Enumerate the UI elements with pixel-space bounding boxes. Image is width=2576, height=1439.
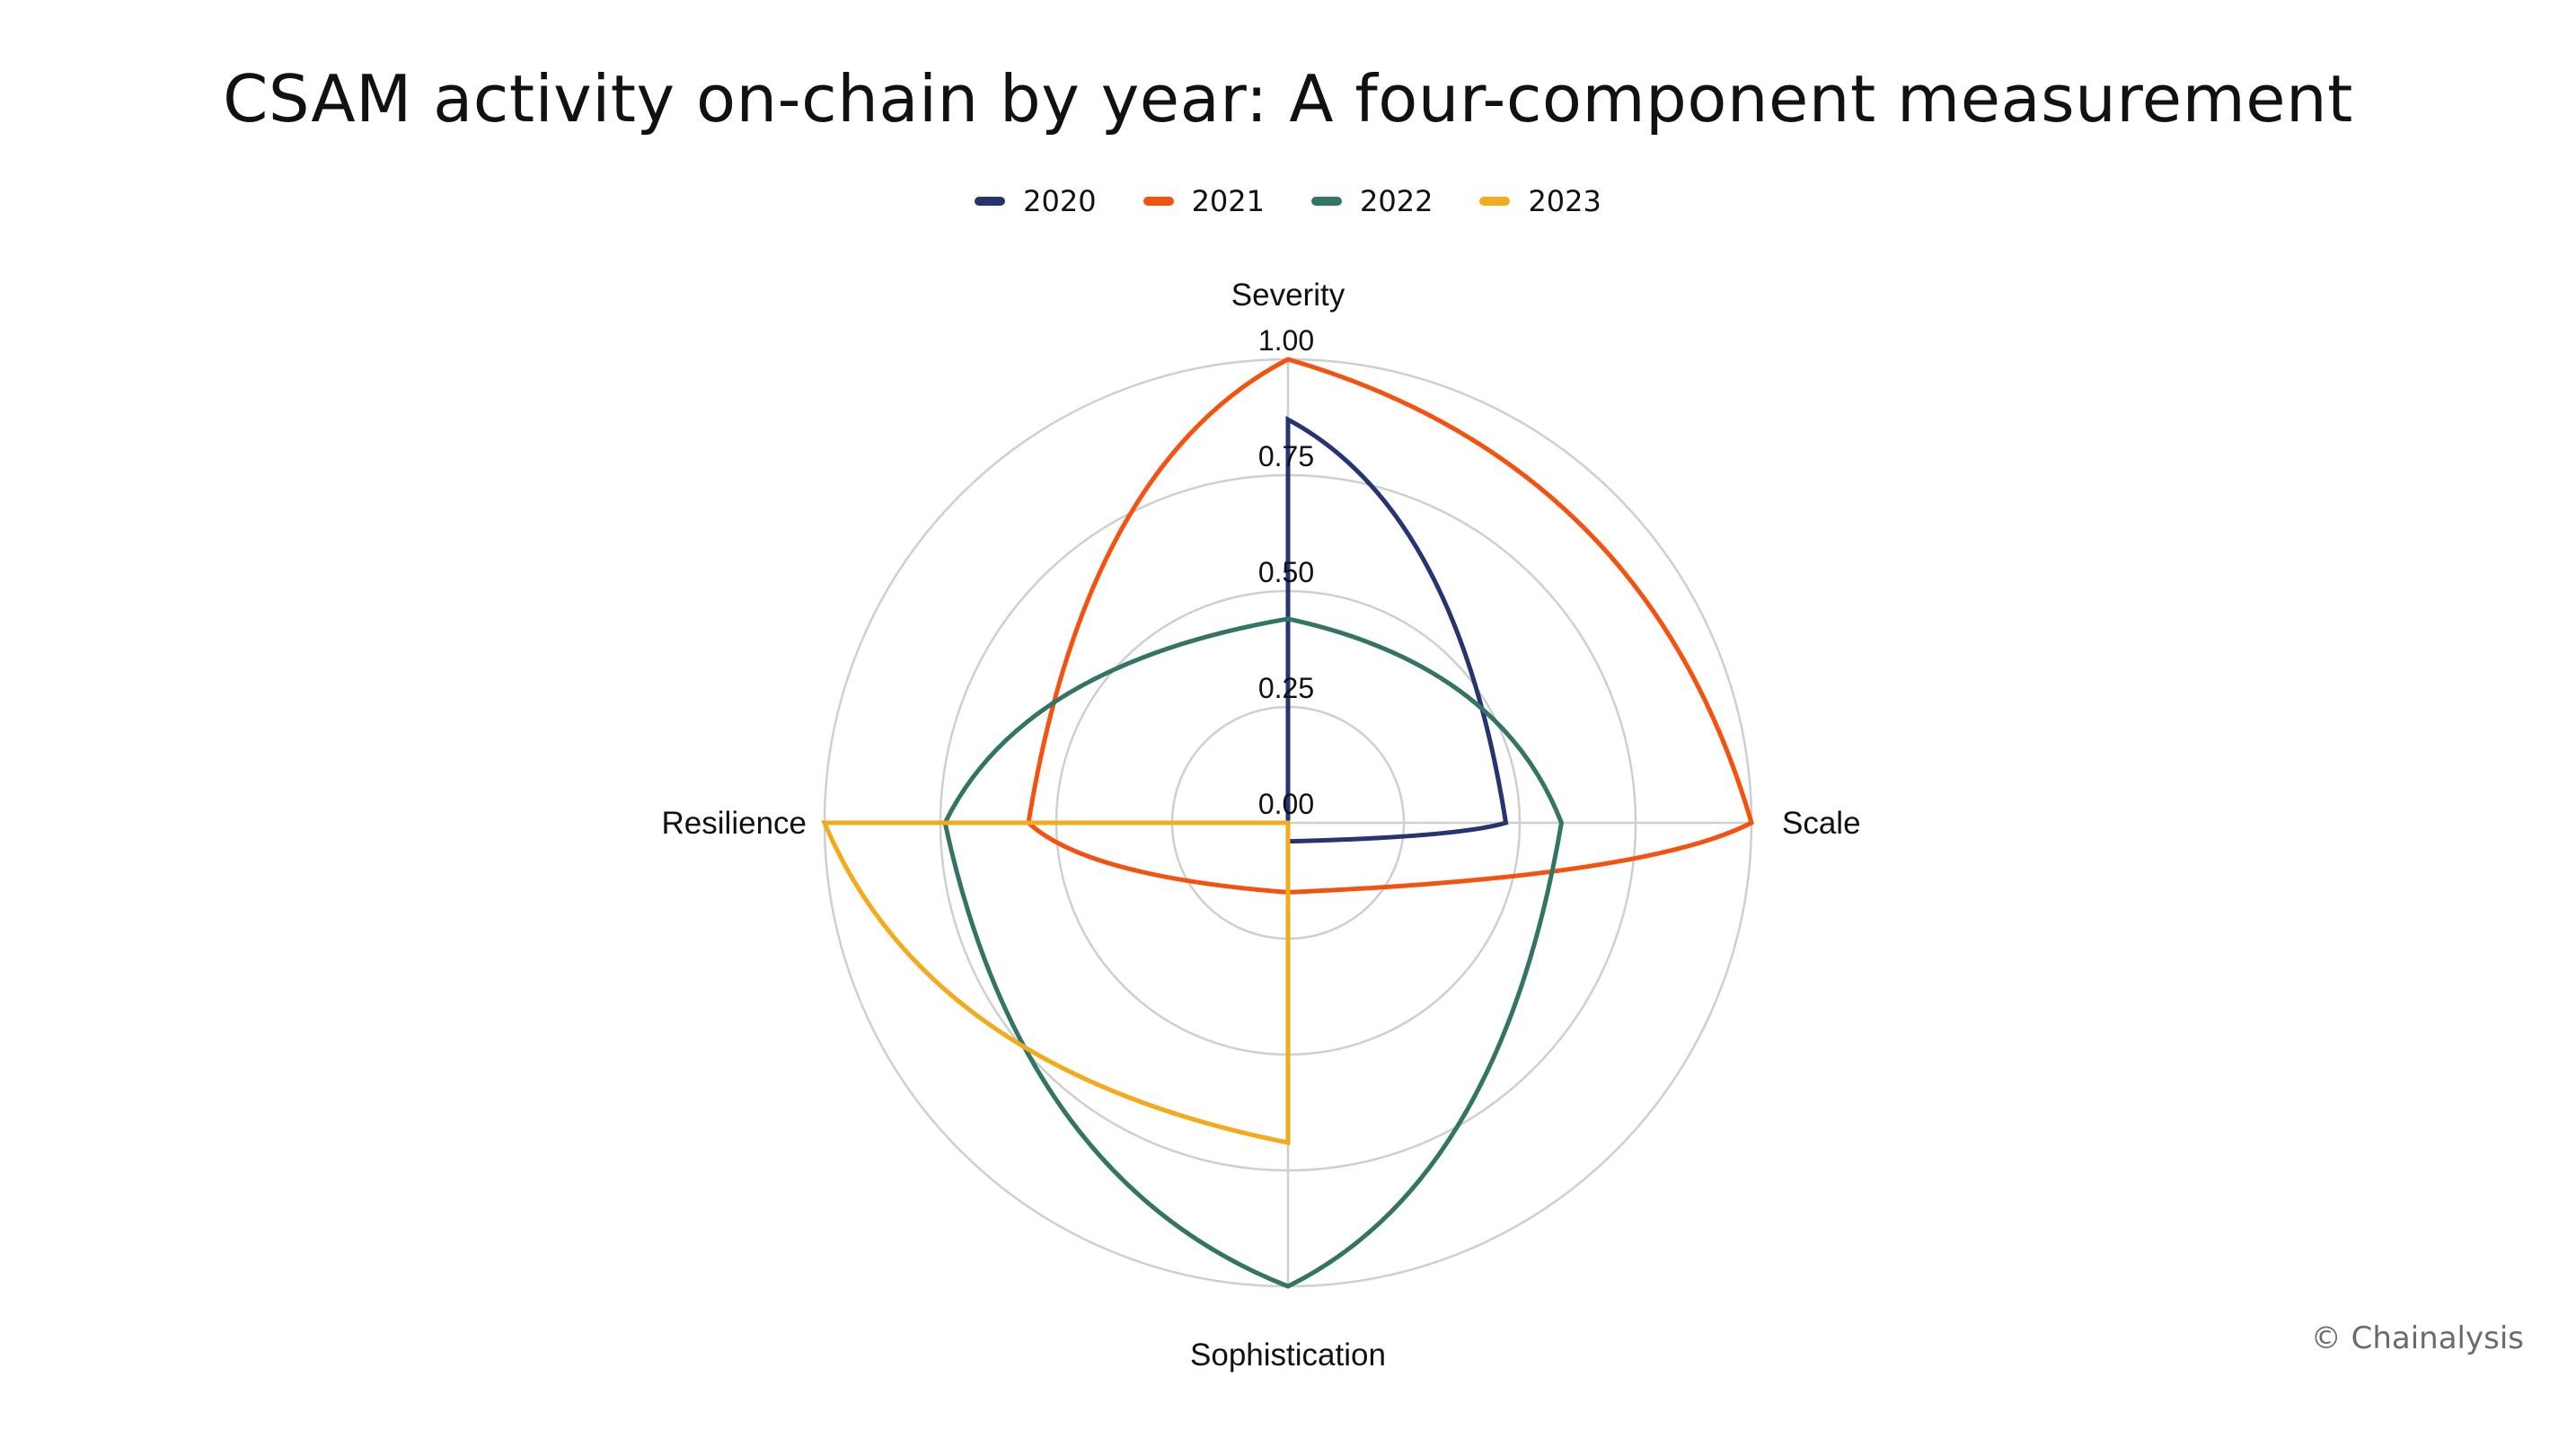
legend: 2020 2021 2022 2023 xyxy=(0,184,2576,218)
series-line-2023 xyxy=(821,820,1291,1146)
axis-label-severity: Severity xyxy=(1231,278,1345,313)
axis-label-scale: Scale xyxy=(1782,806,1861,841)
legend-item-2021[interactable]: 2021 xyxy=(1142,184,1265,218)
chart-title: CSAM activity on-chain by year: A four-c… xyxy=(223,61,2353,137)
tick-label-4: 1.00 xyxy=(1258,324,1314,357)
tick-label-3: 0.75 xyxy=(1258,440,1314,472)
tick-label-1: 0.25 xyxy=(1258,672,1314,704)
legend-item-2020[interactable]: 2020 xyxy=(975,184,1097,218)
axis-label-sophistication: Sophistication xyxy=(1190,1337,1386,1373)
tick-label-2: 0.50 xyxy=(1258,556,1314,588)
legend-swatch-2023 xyxy=(1479,197,1511,206)
legend-swatch-2021 xyxy=(1142,197,1174,206)
credit-text: © Chainalysis xyxy=(2310,1320,2524,1356)
legend-label-2023: 2023 xyxy=(1528,184,1601,218)
tick-label-0: 0.00 xyxy=(1258,788,1314,820)
legend-label-2020: 2020 xyxy=(1023,184,1097,218)
axis-label-resilience: Resilience xyxy=(662,806,807,841)
series-line-2021 xyxy=(1026,357,1754,895)
legend-swatch-2020 xyxy=(975,197,1006,206)
legend-label-2022: 2022 xyxy=(1360,184,1434,218)
series-line-2020 xyxy=(1285,415,1509,844)
legend-swatch-2022 xyxy=(1311,197,1342,206)
legend-label-2021: 2021 xyxy=(1191,184,1265,218)
legend-item-2023[interactable]: 2023 xyxy=(1479,184,1601,218)
legend-item-2022[interactable]: 2022 xyxy=(1311,184,1433,218)
series-line-2022 xyxy=(942,616,1565,1289)
